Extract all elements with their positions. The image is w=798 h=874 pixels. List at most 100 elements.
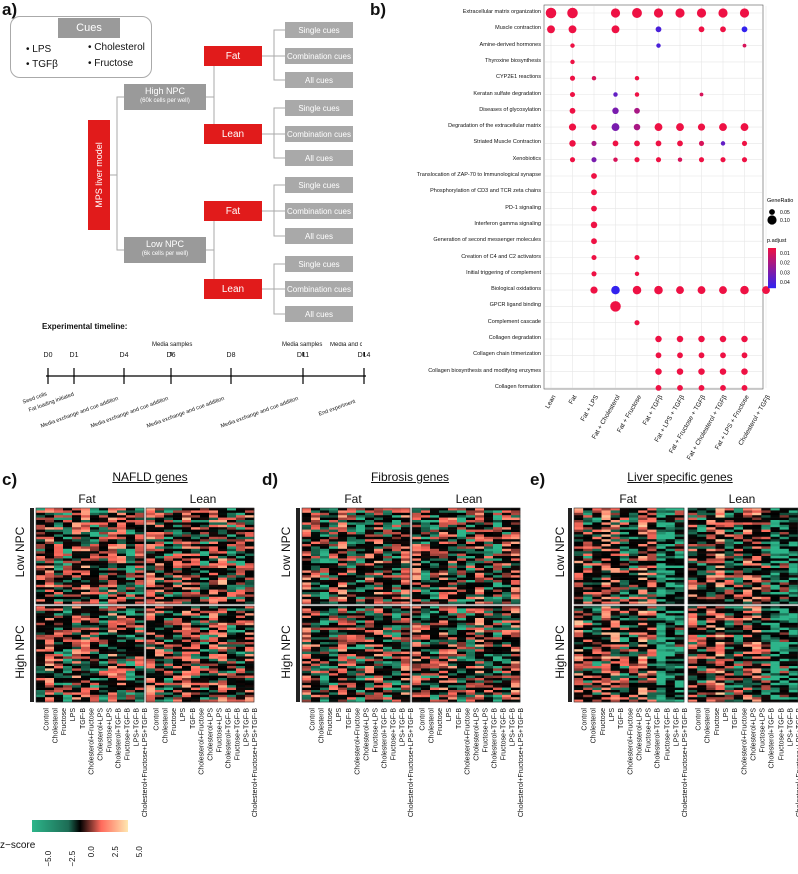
heatmap-cell	[45, 510, 55, 514]
heatmap-cell	[619, 694, 630, 698]
heatmap-cell	[592, 568, 602, 571]
heatmap-cell	[117, 560, 127, 564]
dotplot-term-label: PD-1 signaling	[505, 204, 541, 211]
heatmap-cell	[245, 649, 255, 652]
heatmap-cell	[601, 556, 611, 559]
heatmap-cell	[36, 520, 46, 523]
heatmap-cell	[511, 666, 521, 669]
heatmap-cell	[574, 625, 584, 628]
heatmap-cell	[619, 642, 630, 645]
heatmap-cell	[466, 630, 476, 633]
heatmap-cell	[583, 690, 593, 693]
heatmap-cell	[430, 694, 440, 698]
heatmap-cell	[320, 644, 330, 648]
dotplot-term-label: GPCR ligand binding	[489, 302, 541, 309]
heatmap-cell	[592, 680, 602, 684]
heatmap-cell	[412, 654, 422, 657]
heatmap-cell	[466, 520, 476, 523]
heatmap-cell	[647, 546, 657, 550]
heatmap-cell	[511, 694, 521, 698]
heatmap-cell	[592, 692, 602, 696]
heatmap-cell	[374, 656, 384, 660]
dot-point	[634, 157, 640, 163]
heatmap-cell	[457, 658, 467, 662]
heatmap-cell	[365, 592, 375, 595]
heatmap-cell	[311, 580, 321, 583]
heatmap-cell	[236, 606, 246, 609]
heatmap-cell	[365, 582, 375, 586]
heatmap-cell	[383, 568, 393, 571]
heatmap-cell	[466, 680, 476, 684]
heatmap-cell	[329, 639, 339, 643]
heatmap-cell	[365, 613, 375, 616]
heatmap-cell	[245, 606, 255, 609]
heatmap-cell	[457, 553, 467, 557]
heatmap-cell	[146, 661, 156, 664]
heatmap-cell	[457, 512, 467, 516]
heatmap-cell	[182, 610, 192, 614]
heatmap-cell	[356, 697, 366, 700]
heatmap-cell	[302, 666, 312, 669]
heatmap-cell	[99, 666, 109, 669]
heatmap-cell	[191, 558, 201, 562]
heatmap-cell	[502, 634, 512, 638]
heatmap-cell	[72, 692, 82, 696]
heatmap-cell	[475, 680, 485, 684]
heatmap-cell	[227, 613, 237, 616]
heatmap-cell	[457, 520, 467, 523]
heatmap-cell	[200, 572, 210, 576]
heatmap-cell	[90, 692, 100, 696]
heatmap-cell	[182, 673, 192, 676]
heatmap-cell	[108, 556, 118, 559]
heatmap-cell	[63, 675, 73, 679]
heatmap-cell	[466, 682, 476, 686]
dot-point	[698, 385, 705, 391]
heatmap-cell	[466, 527, 476, 530]
heatmap-cell	[448, 568, 458, 571]
heatmap-cell	[665, 587, 676, 590]
panel-label-e: e)	[530, 470, 546, 489]
heatmap-cell	[674, 556, 685, 559]
heatmap-cell	[227, 515, 237, 518]
heatmap-cell	[200, 675, 210, 679]
heatmap-cell	[493, 649, 503, 652]
heatmap-cell	[412, 575, 422, 578]
heatmap-cell	[638, 651, 648, 655]
legend-color-step	[768, 268, 776, 270]
heatmap-cell	[401, 678, 411, 681]
heatmap-cell	[329, 630, 339, 633]
heatmap-cell	[347, 618, 357, 621]
heatmap-cell	[54, 642, 64, 645]
heatmap-cell	[466, 517, 476, 521]
heatmap-cell	[484, 651, 494, 655]
heatmap-cell	[347, 637, 357, 640]
heatmap-cell	[365, 620, 375, 624]
heatmap-cell	[475, 642, 485, 645]
heatmap-cell	[135, 529, 145, 533]
heatmap-cell	[475, 589, 485, 593]
heatmap-cell	[392, 625, 402, 628]
legend-color-step	[768, 279, 776, 281]
heatmap-cell	[439, 529, 449, 533]
heatmap-cell	[401, 632, 411, 636]
heatmap-cell	[191, 678, 201, 681]
heatmap-cell	[647, 515, 657, 518]
heatmap-cell	[90, 546, 100, 550]
heatmap-cell	[146, 515, 156, 518]
heatmap-cell	[302, 610, 312, 614]
heatmap-cell	[365, 656, 375, 660]
heatmap-cell	[448, 589, 458, 593]
heatmap-cell	[665, 548, 676, 552]
heatmap-cell	[484, 577, 494, 581]
heatmap-cell	[81, 692, 91, 696]
heatmap-cell	[54, 630, 64, 633]
heatmap-cell	[155, 512, 165, 516]
heatmap-cell	[475, 656, 485, 660]
heatmap-cell	[638, 546, 648, 550]
heatmap-cell	[374, 534, 384, 538]
heatmap-cell	[227, 618, 237, 621]
heatmap-cell	[392, 654, 402, 657]
heatmap-cell	[218, 548, 228, 552]
heatmap-cell	[647, 666, 657, 669]
heatmap-cell	[173, 680, 183, 684]
